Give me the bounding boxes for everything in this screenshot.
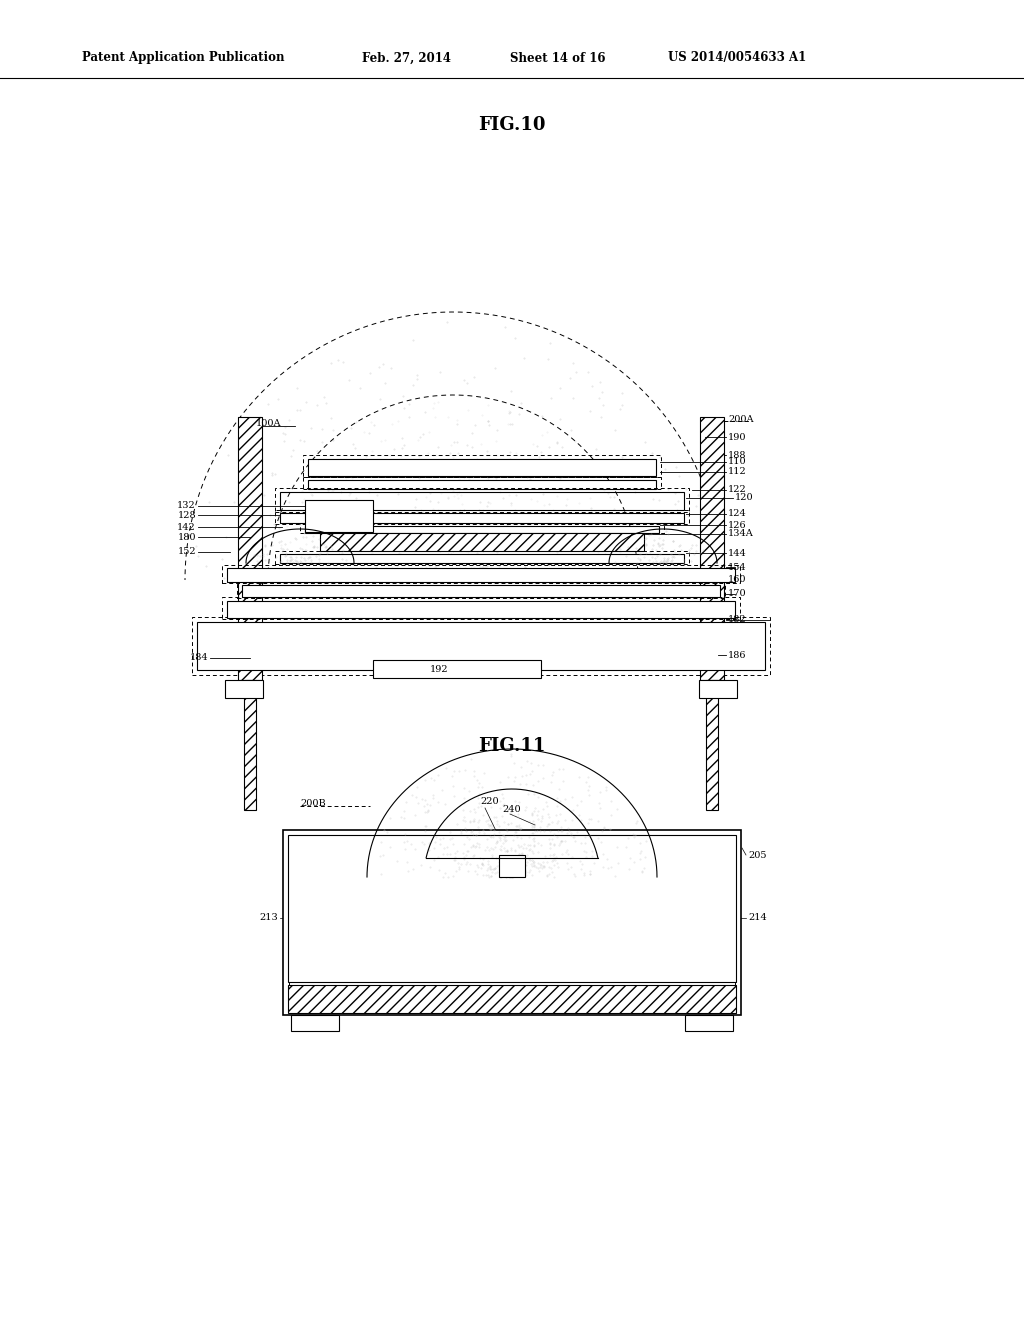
Bar <box>275 488 689 512</box>
Text: 112: 112 <box>728 467 746 477</box>
Text: 110: 110 <box>728 458 746 466</box>
Text: 200A: 200A <box>728 414 754 424</box>
Bar <box>291 1015 339 1031</box>
Bar <box>699 680 737 698</box>
Text: 213: 213 <box>259 913 278 923</box>
Bar <box>222 565 740 583</box>
Bar <box>289 836 735 1008</box>
Bar <box>197 622 765 671</box>
Text: 240: 240 <box>502 805 520 814</box>
Bar <box>225 680 263 698</box>
Bar <box>700 417 724 680</box>
Bar <box>685 1015 733 1031</box>
Bar <box>280 492 684 510</box>
Text: 126: 126 <box>728 520 746 529</box>
Bar <box>303 455 662 477</box>
Bar <box>227 568 735 582</box>
Text: 205: 205 <box>748 850 767 859</box>
Bar <box>242 585 720 597</box>
Text: 134A: 134A <box>728 529 754 539</box>
Bar <box>222 597 740 619</box>
Text: FIG.11: FIG.11 <box>478 737 546 755</box>
Bar <box>237 582 725 598</box>
Text: 160: 160 <box>728 574 746 583</box>
Text: Feb. 27, 2014: Feb. 27, 2014 <box>362 51 451 65</box>
Bar <box>288 985 736 1012</box>
Bar <box>706 680 718 810</box>
Bar <box>499 855 525 876</box>
Text: Patent Application Publication: Patent Application Publication <box>82 51 285 65</box>
Text: 128: 128 <box>177 511 196 520</box>
Text: 120: 120 <box>735 494 754 503</box>
Bar <box>275 510 689 524</box>
Bar <box>305 525 659 533</box>
Text: 152: 152 <box>177 548 196 557</box>
Text: 220: 220 <box>480 797 499 807</box>
Bar <box>244 680 256 810</box>
Text: FIG.10: FIG.10 <box>478 116 546 135</box>
Text: Sheet 14 of 16: Sheet 14 of 16 <box>510 51 605 65</box>
Text: 142: 142 <box>177 523 196 532</box>
Bar <box>227 601 735 618</box>
Bar <box>303 477 662 488</box>
Bar <box>280 554 684 564</box>
Bar <box>319 533 644 550</box>
Bar <box>193 616 770 675</box>
Bar <box>288 836 736 982</box>
Text: 132: 132 <box>177 502 196 511</box>
Text: 188: 188 <box>728 450 746 459</box>
Bar <box>373 660 541 678</box>
Text: 192: 192 <box>430 665 449 675</box>
Text: 144: 144 <box>728 549 746 557</box>
Bar <box>238 417 262 680</box>
Text: 184: 184 <box>189 653 208 663</box>
Text: 100A: 100A <box>256 420 282 429</box>
Bar <box>308 459 656 477</box>
Text: 122: 122 <box>728 486 746 495</box>
Bar <box>305 500 373 532</box>
Text: 154: 154 <box>728 562 746 572</box>
Bar <box>275 550 689 564</box>
Text: 190: 190 <box>728 433 746 441</box>
Text: 200B: 200B <box>300 800 326 808</box>
Text: US 2014/0054633 A1: US 2014/0054633 A1 <box>668 51 806 65</box>
Bar <box>300 523 664 533</box>
Text: 186: 186 <box>728 651 746 660</box>
Bar <box>283 830 741 1015</box>
Text: 214: 214 <box>748 913 767 923</box>
Text: 182: 182 <box>728 615 746 624</box>
Text: 124: 124 <box>728 510 746 519</box>
Bar <box>280 513 684 523</box>
Text: 180: 180 <box>177 532 196 541</box>
Bar <box>308 480 656 488</box>
Text: 170: 170 <box>728 590 746 598</box>
